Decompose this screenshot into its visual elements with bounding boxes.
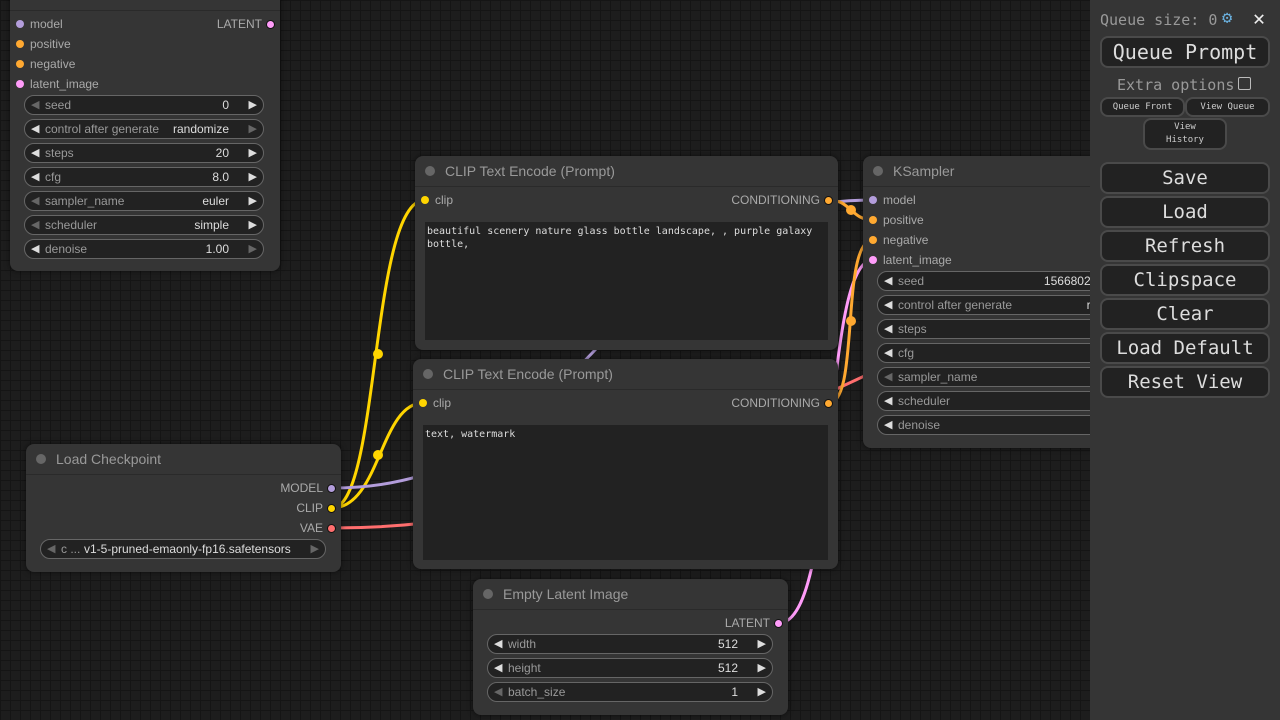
arrow-left-icon[interactable]: ◀ <box>884 395 893 407</box>
widget-denoise[interactable]: ◀denoise▶ <box>877 415 1123 435</box>
arrow-right-icon[interactable]: ▶ <box>310 543 319 555</box>
clip-text-encode-positive[interactable]: CLIP Text Encode (Prompt) clip CONDITION… <box>415 156 838 350</box>
widget-width[interactable]: ◀ width 512 ▶ <box>487 634 773 654</box>
output-conditioning[interactable]: CONDITIONING <box>731 190 838 210</box>
input-positive[interactable]: positive <box>10 34 71 54</box>
widget-batch-size[interactable]: ◀ batch_size 1 ▶ <box>487 682 773 702</box>
prompt-textarea[interactable]: beautiful scenery nature glass bottle la… <box>425 222 828 340</box>
input-model[interactable]: model <box>10 14 63 34</box>
widget-steps[interactable]: ◀ steps 20 ▶ <box>24 143 264 163</box>
widget-sampler-name[interactable]: ◀ sampler_name euler ▶ <box>24 191 264 211</box>
link-midpoint <box>373 349 383 359</box>
empty-latent-image-node[interactable]: Empty Latent Image LATENT ◀ width 512 ▶ ◀ hei… <box>473 579 788 715</box>
extra-options-checkbox[interactable] <box>1238 77 1251 90</box>
node-title: KSampler <box>863 156 1123 187</box>
refresh-button[interactable]: Refresh <box>1100 230 1270 262</box>
ksampler-node[interactable]: KSampler model positive negative latent_… <box>863 156 1123 448</box>
arrow-left-icon[interactable]: ◀ <box>31 123 40 135</box>
prompt-textarea[interactable]: text, watermark <box>423 425 828 560</box>
widget-steps[interactable]: ◀steps▶ <box>877 319 1123 339</box>
arrow-right-icon[interactable]: ▶ <box>248 99 257 111</box>
input-latent-image[interactable]: latent_image <box>863 250 952 270</box>
queue-prompt-button[interactable]: Queue Prompt <box>1100 36 1270 68</box>
arrow-right-icon[interactable]: ▶ <box>248 243 257 255</box>
arrow-left-icon[interactable]: ◀ <box>884 275 893 287</box>
arrow-left-icon[interactable]: ◀ <box>884 371 893 383</box>
node-title: CLIP Text Encode (Prompt) <box>415 156 838 187</box>
clip-text-encode-negative[interactable]: CLIP Text Encode (Prompt) clip CONDITION… <box>413 359 838 569</box>
output-latent[interactable]: LATENT <box>725 613 788 633</box>
ckpt-name-widget[interactable]: ◀ c ... v1-5-pruned-emaonly-fp16.safeten… <box>40 539 326 559</box>
gear-icon[interactable]: ⚙ <box>1222 8 1233 28</box>
arrow-right-icon[interactable]: ▶ <box>757 686 766 698</box>
arrow-right-icon[interactable]: ▶ <box>757 638 766 650</box>
queue-panel: Queue size: 0 ⚙ ✕ Queue Prompt Extra opt… <box>1090 0 1280 720</box>
arrow-left-icon[interactable]: ◀ <box>31 147 40 159</box>
input-negative[interactable]: negative <box>863 230 928 250</box>
arrow-left-icon[interactable]: ◀ <box>494 638 503 650</box>
widget-cfg[interactable]: ◀cfg▶ <box>877 343 1123 363</box>
arrow-left-icon[interactable]: ◀ <box>31 171 40 183</box>
widget-scheduler[interactable]: ◀ scheduler simple ▶ <box>24 215 264 235</box>
input-positive[interactable]: positive <box>863 210 924 230</box>
arrow-left-icon[interactable]: ◀ <box>884 347 893 359</box>
close-icon[interactable]: ✕ <box>1253 6 1266 30</box>
arrow-right-icon[interactable]: ▶ <box>757 662 766 674</box>
load-checkpoint-node[interactable]: Load Checkpoint MODEL CLIP VAE ◀ c ... v… <box>26 444 341 572</box>
input-latent-image[interactable]: latent_image <box>10 74 99 94</box>
output-model[interactable]: MODEL <box>280 478 341 498</box>
clipspace-button[interactable]: Clipspace <box>1100 264 1270 296</box>
arrow-right-icon[interactable]: ▶ <box>248 171 257 183</box>
input-clip[interactable]: clip <box>415 190 453 210</box>
widget-denoise[interactable]: ◀ denoise 1.00 ▶ <box>24 239 264 259</box>
widget-sampler-name[interactable]: ◀sampler_name▶ <box>877 367 1123 387</box>
arrow-right-icon[interactable]: ▶ <box>248 195 257 207</box>
link-midpoint <box>846 205 856 215</box>
load-default-button[interactable]: Load Default <box>1100 332 1270 364</box>
node-title <box>10 0 280 11</box>
output-conditioning[interactable]: CONDITIONING <box>731 393 838 413</box>
widget-height[interactable]: ◀ height 512 ▶ <box>487 658 773 678</box>
arrow-right-icon[interactable]: ▶ <box>248 219 257 231</box>
queue-size: Queue size: 0 <box>1100 11 1218 29</box>
arrow-right-icon[interactable]: ▶ <box>248 147 257 159</box>
link-midpoint <box>846 316 856 326</box>
arrow-left-icon[interactable]: ◀ <box>884 419 893 431</box>
arrow-left-icon[interactable]: ◀ <box>31 243 40 255</box>
output-clip[interactable]: CLIP <box>296 498 341 518</box>
arrow-left-icon[interactable]: ◀ <box>884 323 893 335</box>
view-history-button[interactable]: View History <box>1143 118 1227 150</box>
queue-front-button[interactable]: Queue Front <box>1100 97 1185 117</box>
widget-seed[interactable]: ◀ seed 0 ▶ <box>24 95 264 115</box>
save-button[interactable]: Save <box>1100 162 1270 194</box>
arrow-left-icon[interactable]: ◀ <box>494 686 503 698</box>
ksampler-node-top[interactable]: model positive negative latent_image LAT… <box>10 0 280 271</box>
extra-options-label: Extra options <box>1117 76 1235 94</box>
arrow-right-icon[interactable]: ▶ <box>248 123 257 135</box>
arrow-left-icon[interactable]: ◀ <box>47 543 56 555</box>
node-title: Load Checkpoint <box>26 444 341 475</box>
input-negative[interactable]: negative <box>10 54 75 74</box>
link-midpoint <box>373 450 383 460</box>
output-latent[interactable]: LATENT <box>217 14 280 34</box>
clear-button[interactable]: Clear <box>1100 298 1270 330</box>
input-model[interactable]: model <box>863 190 916 210</box>
widget-cfg[interactable]: ◀ cfg 8.0 ▶ <box>24 167 264 187</box>
arrow-left-icon[interactable]: ◀ <box>494 662 503 674</box>
widget-scheduler[interactable]: ◀scheduler▶ <box>877 391 1123 411</box>
arrow-left-icon[interactable]: ◀ <box>31 99 40 111</box>
load-button[interactable]: Load <box>1100 196 1270 228</box>
node-title: CLIP Text Encode (Prompt) <box>413 359 838 390</box>
node-title: Empty Latent Image <box>473 579 788 610</box>
output-vae[interactable]: VAE <box>300 518 341 538</box>
reset-view-button[interactable]: Reset View <box>1100 366 1270 398</box>
arrow-left-icon[interactable]: ◀ <box>31 219 40 231</box>
arrow-left-icon[interactable]: ◀ <box>884 299 893 311</box>
input-clip[interactable]: clip <box>413 393 451 413</box>
view-queue-button[interactable]: View Queue <box>1185 97 1270 117</box>
arrow-left-icon[interactable]: ◀ <box>31 195 40 207</box>
widget-control-after-generate[interactable]: ◀ control after generate randomize ▶ <box>24 119 264 139</box>
